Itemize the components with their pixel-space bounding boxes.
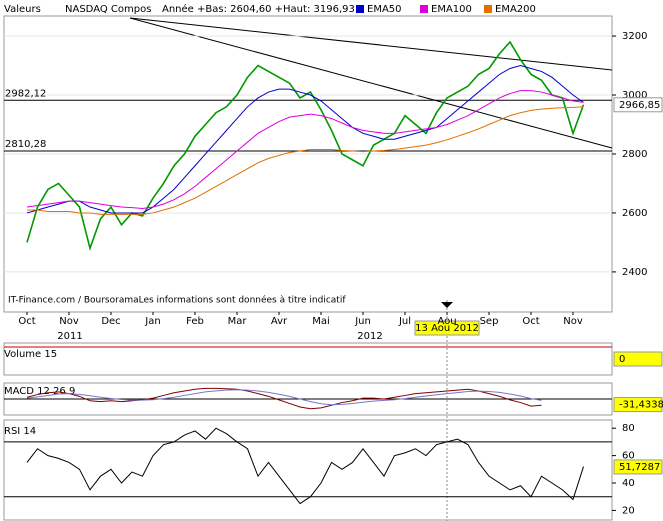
last-value-label: 51,7287: [619, 462, 660, 473]
last-value-label: -31,4338: [619, 400, 663, 411]
panel-title: RSI 14: [4, 426, 36, 437]
y-tick-label: 60: [622, 451, 635, 462]
rsi-frame: [3, 419, 613, 521]
level-label: 2810,28: [5, 139, 46, 150]
footnote: IT-Finance.com / BoursoramaLes informati…: [8, 295, 346, 306]
panel-title: MACD 12 26 9: [4, 386, 75, 397]
x-tick-label: Dec: [101, 316, 120, 327]
y-tick-label: 80: [622, 423, 635, 434]
legend-swatch: [484, 5, 492, 13]
x-tick-label: Jan: [144, 316, 160, 327]
subtitle: Année +Bas: 2604,60 +Haut: 3196,93: [162, 3, 355, 15]
series-line: [26, 90, 584, 210]
volume-frame: [3, 342, 613, 376]
series-line: [26, 40, 585, 252]
cursor-label: 13 Aou 2012: [415, 323, 479, 334]
trendline: [129, 17, 613, 71]
x-tick-label: Sep: [480, 316, 499, 327]
x-tick-label: Nov: [59, 316, 79, 327]
x-tick-label: Feb: [186, 316, 204, 327]
y-tick-label: 2800: [622, 149, 647, 160]
x-tick-label: Aou: [437, 316, 456, 327]
legend-label: NASDAQ Compos: [65, 4, 151, 15]
last-value-box: [613, 459, 663, 475]
legend-swatch: [356, 5, 364, 13]
legend-label: EMA100: [431, 4, 472, 15]
series-line: [26, 427, 584, 505]
panel-title: Valeurs: [4, 4, 41, 15]
legend-label: EMA50: [367, 4, 402, 15]
cursor-label-box: [414, 320, 480, 336]
y-tick-label: 40: [622, 478, 635, 489]
series-line: [26, 389, 542, 406]
level-label: 2982,12: [5, 88, 46, 99]
last-value-box: [613, 351, 663, 367]
legend-label: EMA200: [495, 4, 536, 15]
y-tick-label: 20: [622, 505, 635, 516]
x-tick-label: Jun: [354, 316, 371, 327]
year-label: 2011: [57, 331, 82, 342]
x-tick-label: Oct: [522, 316, 539, 327]
trendline: [129, 17, 613, 149]
cursor-marker: [441, 302, 453, 308]
x-tick-label: Avr: [271, 316, 288, 327]
last-value-box: [613, 97, 663, 113]
series-line: [27, 106, 584, 215]
y-tick-label: 2600: [622, 208, 647, 219]
x-tick-label: Jul: [398, 316, 411, 327]
year-label: 2012: [357, 331, 382, 342]
x-tick-label: Mai: [312, 316, 330, 327]
last-value-box: [613, 397, 663, 413]
x-tick-label: Nov: [563, 316, 583, 327]
legend-swatch: [420, 5, 428, 13]
last-value-label: 0: [619, 354, 625, 365]
series-line: [26, 387, 542, 410]
y-tick-label: 3200: [622, 31, 647, 42]
main-frame: [3, 15, 613, 313]
y-tick-label: 2400: [622, 267, 647, 278]
series-line: [26, 65, 584, 214]
y-tick-label: 3000: [622, 90, 647, 101]
panel-title: Volume 15: [4, 349, 57, 360]
x-tick-label: Mar: [228, 316, 248, 327]
x-tick-label: Oct: [18, 316, 35, 327]
last-value-label: 2966,85: [619, 100, 660, 111]
